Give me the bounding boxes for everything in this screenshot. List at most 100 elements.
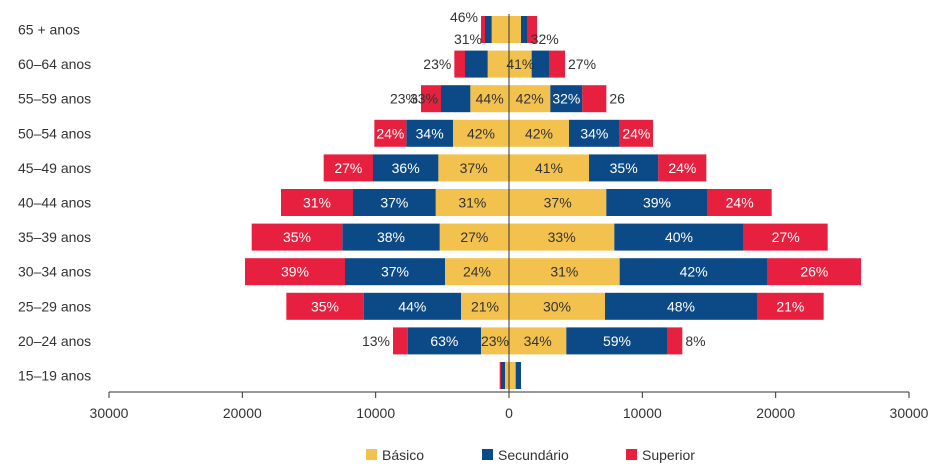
bar-right-superior xyxy=(549,50,565,78)
category-label: 40–44 anos xyxy=(18,195,91,211)
bar-left-superior xyxy=(481,16,485,43)
bar-data-label: 44% xyxy=(398,298,426,314)
bar-left-secundario xyxy=(465,50,488,78)
bar-data-label: 36% xyxy=(392,160,420,176)
legend-item-superior: Superior xyxy=(626,447,695,463)
bars-layer xyxy=(245,16,861,389)
bar-data-label: 26% xyxy=(800,264,828,280)
bar-data-label: 27% xyxy=(568,56,596,72)
bar-data-label: 13% xyxy=(362,333,390,349)
bar-data-label: 35% xyxy=(311,298,339,314)
bar-right-secundario xyxy=(521,16,528,43)
bar-right-superior xyxy=(743,223,828,251)
bar-data-label: 24% xyxy=(376,125,404,141)
bar-left-secundario xyxy=(407,327,481,355)
category-label: 65 + anos xyxy=(18,22,80,38)
bar-right-basico xyxy=(509,85,551,113)
bar-left-superior xyxy=(454,50,465,78)
legend-swatch xyxy=(482,449,493,460)
bar-data-label: 27% xyxy=(772,229,800,245)
bar-left-secundario xyxy=(406,119,453,147)
x-tick-label: 30000 xyxy=(890,405,929,421)
legend: Básico Secundário Superior xyxy=(366,447,695,463)
bar-data-label: 31% xyxy=(454,31,482,47)
bar-right-secundario xyxy=(531,50,549,78)
bar-right-superior xyxy=(527,16,537,43)
bar-data-label: 21% xyxy=(471,298,499,314)
category-label: 15–19 anos xyxy=(18,368,91,384)
bar-right-basico xyxy=(509,292,605,320)
bar-right-basico xyxy=(509,189,607,216)
bar-data-label: 48% xyxy=(667,298,695,314)
bar-data-label: 26 xyxy=(609,91,625,107)
category-label: 35–39 anos xyxy=(18,229,91,245)
x-tick-label: 20000 xyxy=(223,405,262,421)
bar-data-label: 24% xyxy=(622,125,650,141)
bar-data-label: 23% xyxy=(481,333,509,349)
bar-left-secundario xyxy=(373,154,439,182)
bar-right-secundario xyxy=(550,85,583,113)
bar-left-basico xyxy=(491,16,509,43)
bar-right-basico xyxy=(509,258,620,286)
legend-item-secundario: Secundário xyxy=(482,447,569,463)
bar-data-label: 37% xyxy=(544,195,572,211)
bar-left-basico xyxy=(439,223,509,251)
legend-item-basico: Básico xyxy=(366,447,424,463)
bar-data-label: 24% xyxy=(726,195,754,211)
bar-right-secundario xyxy=(619,258,768,286)
category-label: 30–34 anos xyxy=(18,264,91,280)
bar-labels-layer: 31%46%32%23% 41% 27%44%33%23% 42% 32% 2642%34… xyxy=(281,9,828,349)
bar-left-secundario xyxy=(363,292,461,320)
bar-data-label: 44% xyxy=(476,91,504,107)
legend-label: Superior xyxy=(642,447,695,463)
legend-swatch xyxy=(366,449,377,460)
bar-data-label: 34% xyxy=(524,333,552,349)
bar-right-superior xyxy=(582,85,607,113)
bar-right-superior xyxy=(767,258,861,286)
bar-right-basico xyxy=(509,154,589,182)
bar-data-label: 23% xyxy=(423,56,451,72)
bar-left-basico xyxy=(481,327,509,355)
bar-left-superior xyxy=(281,189,353,216)
bar-right-secundario xyxy=(566,327,668,355)
bar-left-superior xyxy=(286,292,364,320)
bar-data-label: 34% xyxy=(416,125,444,141)
bar-data-label: 40% xyxy=(665,229,693,245)
bar-right-superior xyxy=(658,154,707,182)
bar-right-secundario xyxy=(614,223,744,251)
bar-data-label: 35% xyxy=(610,160,638,176)
x-axis: 30000 20000 10000 0 10000 20000 30000 xyxy=(90,14,929,421)
bar-right-secundario xyxy=(606,189,708,216)
bar-right-superior xyxy=(619,119,653,147)
legend-label: Básico xyxy=(382,447,424,463)
x-tick-label: 10000 xyxy=(623,405,662,421)
bar-left-secundario xyxy=(353,189,436,216)
legend-swatch xyxy=(626,449,637,460)
bar-right-superior xyxy=(707,189,772,216)
bar-data-label: 42% xyxy=(516,91,544,107)
bar-left-basico xyxy=(487,50,509,78)
category-label: 50–54 anos xyxy=(18,125,91,141)
bar-data-label: 27% xyxy=(334,160,362,176)
bar-data-label: 42% xyxy=(525,125,553,141)
legend-label: Secundário xyxy=(498,447,569,463)
bar-data-label: 37% xyxy=(381,264,409,280)
bar-data-label: 63% xyxy=(430,333,458,349)
bar-left-basico xyxy=(435,189,509,216)
bar-right-secundario xyxy=(589,154,659,182)
bar-data-label: 24% xyxy=(668,160,696,176)
bar-data-label: 31% xyxy=(550,264,578,280)
bar-data-label: 37% xyxy=(460,160,488,176)
bar-left-secundario xyxy=(485,16,492,43)
bar-left-superior xyxy=(245,258,345,286)
bar-left-secundario xyxy=(501,362,505,389)
category-label: 45–49 anos xyxy=(18,160,91,176)
bar-right-basico xyxy=(509,16,521,43)
bar-data-label: 33% xyxy=(548,229,576,245)
bar-data-label: 37% xyxy=(380,195,408,211)
bar-data-label: 42% xyxy=(680,264,708,280)
bar-right-basico xyxy=(509,223,615,251)
bar-left-basico xyxy=(505,362,509,389)
category-label: 60–64 anos xyxy=(18,56,91,72)
bar-left-superior xyxy=(251,223,343,251)
